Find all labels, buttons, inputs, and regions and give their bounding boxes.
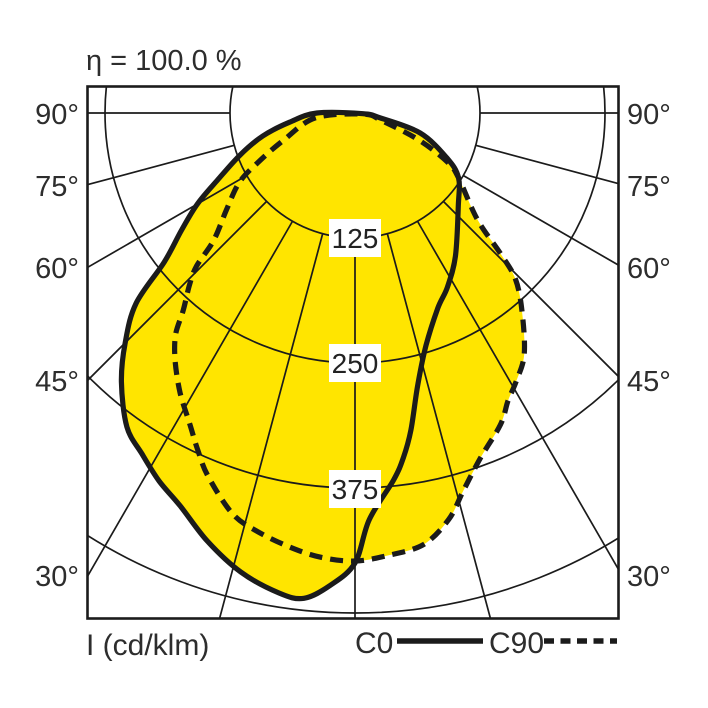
ring-label-chip: 250	[329, 344, 381, 382]
angle-label-right-75: 75°	[627, 171, 671, 203]
angle-label-right-90: 90°	[627, 99, 671, 131]
efficiency-title: η = 100.0 %	[86, 45, 242, 77]
plot-border	[86, 85, 620, 620]
grid-radial-right-75	[475, 144, 619, 185]
angle-label-left-60: 60°	[35, 253, 79, 285]
angle-label-right-45: 45°	[627, 366, 671, 398]
legend-c90-label: C90	[489, 627, 544, 660]
unit-label: I (cd/klm)	[86, 629, 209, 662]
ring-label-375: 375	[332, 474, 379, 505]
angle-label-left-30: 30°	[35, 561, 79, 593]
c90-curve	[172, 111, 528, 564]
ring-label-250: 250	[332, 348, 379, 379]
grid-radial-left-60	[87, 174, 248, 269]
grid-radial-left-45	[87, 200, 268, 382]
right-angle-labels: 90° 75° 60° 45° 30°	[627, 99, 671, 593]
distribution-curves-layer	[118, 109, 528, 602]
grid-radial-right-15	[386, 233, 492, 619]
grid-radial-right-45	[442, 200, 619, 378]
grid-radial-right-30	[416, 220, 619, 572]
distribution-fill-c90	[174, 113, 525, 562]
ring-label-125: 125	[332, 223, 379, 254]
angle-label-left-75: 75°	[35, 171, 79, 203]
grid-radial-left-75	[87, 144, 235, 186]
c0-curve	[118, 109, 463, 602]
ring-labels: 125 250 375	[329, 219, 381, 508]
legend-c0-label: C0	[355, 627, 393, 660]
left-angle-labels: 90° 75° 60° 45° 30°	[35, 99, 79, 593]
grid-radial-left-30	[87, 220, 294, 579]
distribution-fill-layer	[121, 112, 525, 599]
ring-label-chip: 375	[329, 470, 381, 508]
grid-radial-left-15	[218, 233, 324, 619]
angle-label-left-90: 90°	[35, 99, 79, 131]
footer-row: I (cd/klm) C0 C90	[86, 627, 617, 662]
angle-label-left-45: 45°	[35, 366, 79, 398]
grid-radial-right-60	[462, 174, 619, 267]
angle-label-right-60: 60°	[627, 253, 671, 285]
ring-label-chip: 125	[329, 219, 381, 257]
angle-label-right-30: 30°	[627, 561, 671, 593]
